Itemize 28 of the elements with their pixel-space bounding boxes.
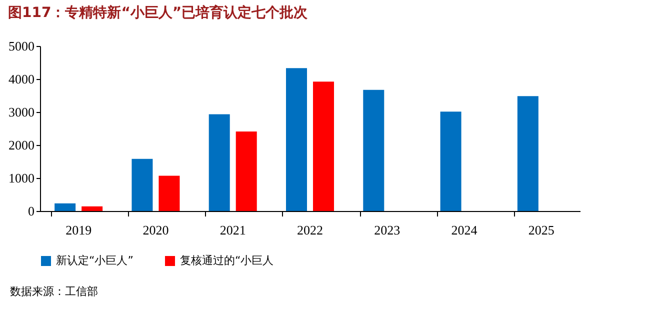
bar (158, 176, 180, 211)
legend-label: 新认定“小巨人” (56, 254, 134, 267)
bar (363, 90, 384, 211)
y-tick-label: 4000 (8, 72, 34, 86)
bar (440, 112, 462, 211)
legend-label: 复核通过的“小巨人 (180, 254, 274, 267)
y-tick-label: 3000 (8, 104, 34, 120)
bar (313, 82, 334, 211)
bar (236, 131, 257, 211)
x-tick-label: 2023 (374, 222, 400, 238)
x-tick-label: 2025 (528, 222, 554, 238)
x-tick-label: 2022 (297, 222, 323, 238)
bar (517, 96, 538, 211)
chart-title: 图117：专精特新“小巨人”已培育认定七个批次 (8, 4, 309, 21)
source-note: 数据来源：工信部 (10, 285, 98, 298)
bar (208, 114, 230, 211)
y-tick-label: 5000 (8, 38, 34, 54)
bar (54, 203, 76, 211)
bar (132, 158, 153, 211)
y-tick-label: 1000 (8, 170, 34, 186)
bar (82, 206, 103, 211)
x-tick-label: 2019 (66, 222, 92, 238)
x-tick-label: 2021 (220, 222, 246, 238)
x-tick-label: 2020 (142, 222, 169, 238)
y-tick-label: 2000 (8, 138, 34, 152)
x-tick-label: 2024 (451, 222, 478, 238)
y-tick-label: 0 (28, 204, 34, 218)
bar (286, 68, 307, 211)
